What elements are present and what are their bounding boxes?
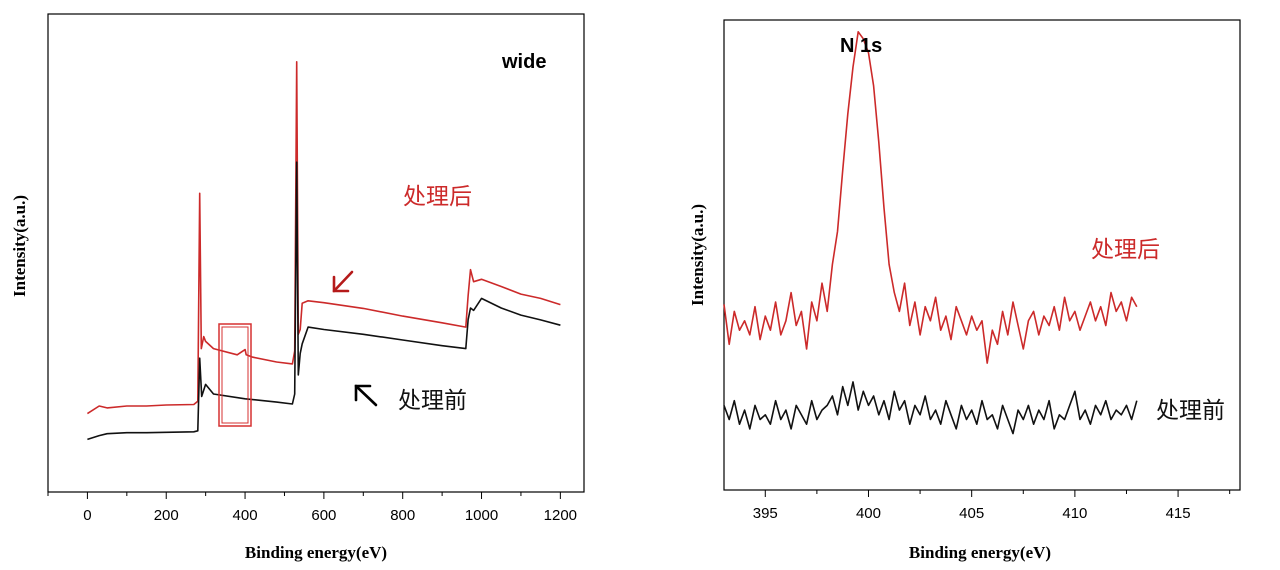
wide-tick-label-400: 400 xyxy=(233,507,258,524)
wide-series-after-line xyxy=(86,61,561,415)
wide-y-axis-label: Intensity(a.u.) xyxy=(10,195,29,297)
wide-tick-label-200: 200 xyxy=(154,507,179,524)
n1s-tick-label-400: 400 xyxy=(856,505,881,522)
n1s-label-after: 处理后 xyxy=(1091,237,1160,263)
wide-tick-label-600: 600 xyxy=(311,507,336,524)
n1s-tick-label-395: 395 xyxy=(753,505,778,522)
n1s-plot-frame xyxy=(723,19,1241,491)
wide-x-axis: 0 200 400 600 800 1000 1200 xyxy=(47,492,577,524)
n1s-label-before: 处理前 xyxy=(1156,398,1225,424)
n1s-tick-label-405: 405 xyxy=(959,505,984,522)
n1s-x-axis: 395 400 405 410 415 xyxy=(753,490,1231,522)
wide-plot-frame xyxy=(47,13,585,493)
wide-tick-label-1000: 1000 xyxy=(465,507,498,524)
n1s-series-before-line xyxy=(723,381,1138,435)
wide-tick-label-0: 0 xyxy=(83,507,91,524)
wide-title: wide xyxy=(501,51,546,73)
arrow-before-icon xyxy=(354,384,378,407)
n1s-y-axis-label: Intensity(a.u.) xyxy=(688,204,707,306)
wide-series xyxy=(86,61,561,441)
n1s-highlight-box-inner xyxy=(221,326,249,424)
n1s-series-after-line xyxy=(723,31,1138,364)
n1s-highlight-box xyxy=(218,323,252,427)
wide-x-axis-label: Binding energy(eV) xyxy=(245,543,387,562)
wide-scan-panel: 0 200 400 600 800 1000 1200 wide Binding energ… xyxy=(10,13,585,562)
wide-tick-label-1200: 1200 xyxy=(544,507,577,524)
n1s-panel: 395 400 405 410 415 N 1s Binding energy(eV) … xyxy=(688,19,1241,562)
wide-label-before: 处理前 xyxy=(398,388,467,414)
wide-label-after: 处理后 xyxy=(403,184,472,210)
n1s-title: N 1s xyxy=(840,35,882,57)
n1s-series xyxy=(723,31,1138,435)
n1s-tick-label-410: 410 xyxy=(1062,505,1087,522)
n1s-tick-label-415: 415 xyxy=(1166,505,1191,522)
wide-series-before-line xyxy=(87,161,561,441)
n1s-x-axis-label: Binding energy(eV) xyxy=(909,543,1051,562)
wide-tick-label-800: 800 xyxy=(390,507,415,524)
arrow-after-icon xyxy=(332,270,354,293)
